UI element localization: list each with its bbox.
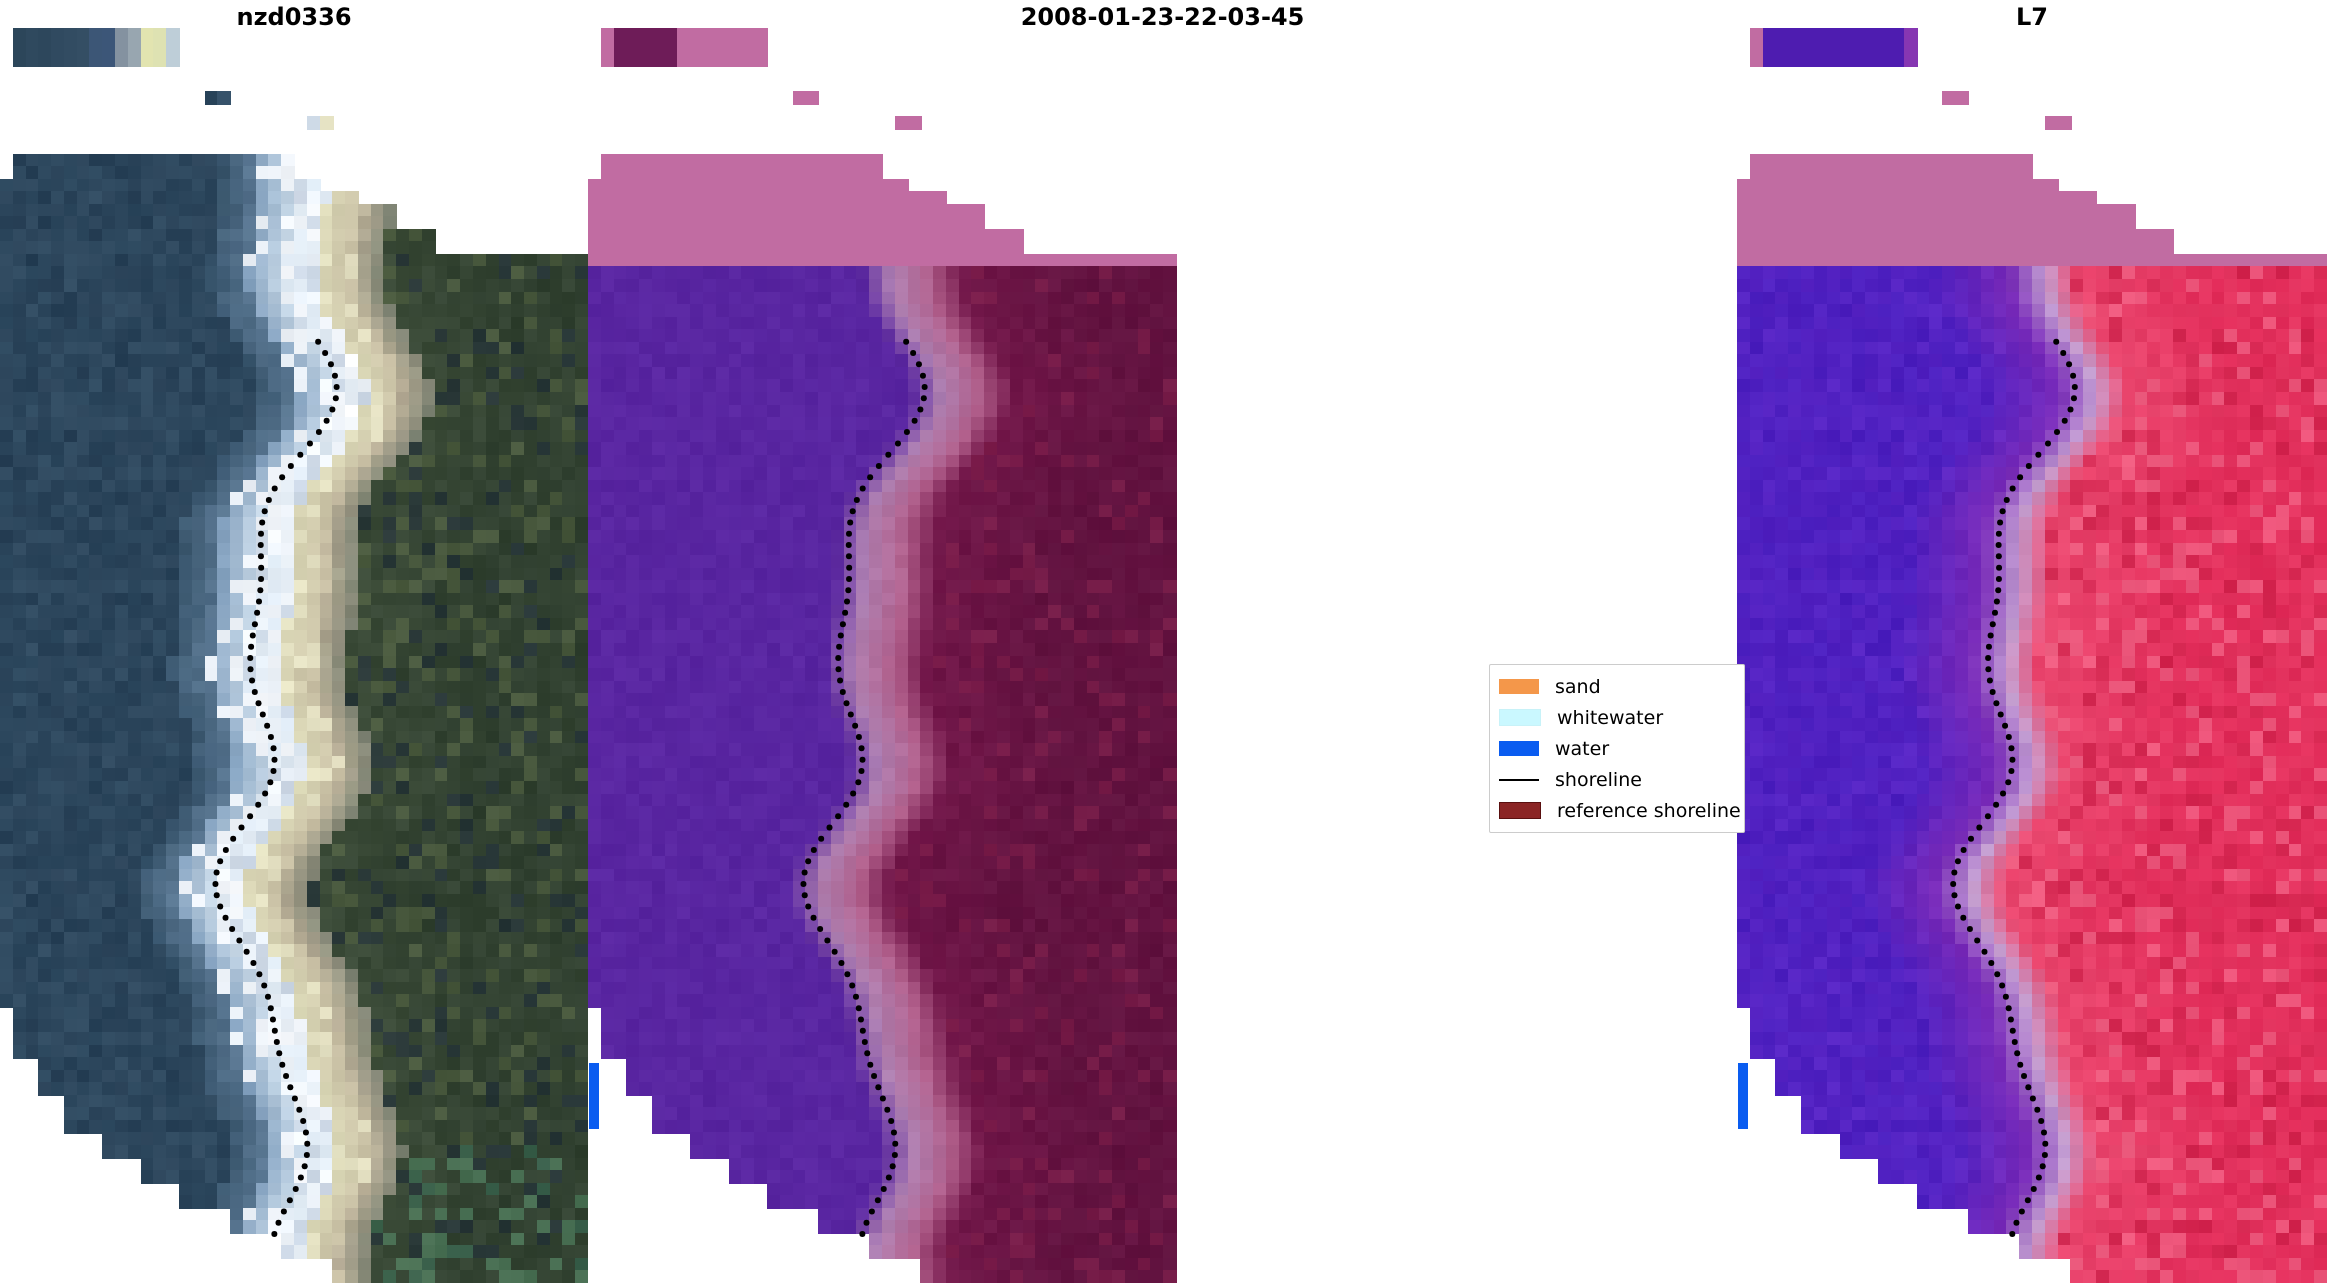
sand-swatch-icon bbox=[1499, 679, 1539, 694]
panel-nzd0336: nzd0336 bbox=[0, 0, 588, 1283]
reference-shoreline-swatch-icon bbox=[1499, 802, 1541, 819]
water-swatch-icon bbox=[1499, 741, 1539, 756]
panel-center-image bbox=[588, 28, 1737, 1283]
panel-right-image bbox=[1737, 28, 2327, 1283]
legend-item-water: water bbox=[1490, 733, 1744, 764]
shoreline-line-icon bbox=[1499, 772, 1539, 787]
legend-label-whitewater: whitewater bbox=[1557, 706, 1664, 729]
legend-item-shoreline: shoreline bbox=[1490, 764, 1744, 795]
legend: sand whitewater water shoreline referenc… bbox=[1489, 664, 1745, 833]
panel-l7: L7 bbox=[1737, 0, 2327, 1283]
legend-label-water: water bbox=[1555, 737, 1610, 760]
panel-title-right: L7 bbox=[2016, 3, 2048, 31]
rgb-satellite-canvas bbox=[0, 28, 588, 1283]
legend-item-reference-shoreline: reference shoreline bbox=[1490, 795, 1744, 826]
panel-title-center: 2008-01-23-22-03-45 bbox=[1020, 3, 1305, 31]
legend-item-sand: sand bbox=[1490, 671, 1744, 702]
whitewater-swatch-icon bbox=[1499, 709, 1541, 726]
legend-label-sand: sand bbox=[1555, 675, 1601, 698]
panel-left-image bbox=[0, 28, 588, 1283]
l7-image-canvas bbox=[1737, 28, 2327, 1283]
panel-classified: 2008-01-23-22-03-45 bbox=[588, 0, 1737, 1283]
panel-title-left: nzd0336 bbox=[236, 3, 352, 31]
classified-image-canvas bbox=[588, 28, 1737, 1283]
legend-item-whitewater: whitewater bbox=[1490, 702, 1744, 733]
legend-label-reference-shoreline: reference shoreline bbox=[1557, 799, 1741, 822]
legend-label-shoreline: shoreline bbox=[1555, 768, 1642, 791]
